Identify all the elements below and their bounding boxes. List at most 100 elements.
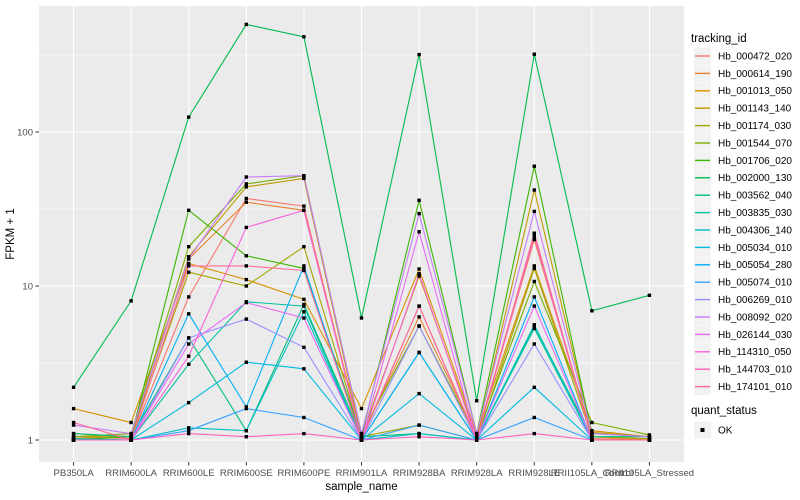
data-point-marker bbox=[532, 234, 536, 239]
legend-entry-Hb_005034_010: Hb_005034_010 bbox=[694, 239, 792, 256]
data-point-marker bbox=[302, 35, 306, 39]
data-point-marker bbox=[187, 261, 191, 266]
data-point-marker bbox=[532, 295, 536, 299]
color-legend: tracking_id Hb_000472_020 Hb_000614_190 Hb_… bbox=[691, 33, 792, 396]
data-point-marker bbox=[244, 406, 248, 411]
data-point-marker bbox=[187, 264, 191, 268]
data-point-marker bbox=[302, 304, 306, 308]
x-tick-label: RRIM600LA bbox=[105, 468, 157, 479]
data-point-marker bbox=[475, 435, 479, 439]
data-point-marker bbox=[187, 431, 191, 436]
x-tick-label: RRIM600SE bbox=[220, 468, 273, 479]
x-tick-label: RRII105LA_Control bbox=[551, 468, 633, 479]
data-point-marker bbox=[187, 426, 191, 430]
data-point-marker bbox=[302, 174, 306, 178]
legend-entry-label: Hb_001013_050 bbox=[718, 86, 792, 97]
data-point-marker bbox=[532, 164, 536, 168]
data-point-marker bbox=[244, 22, 248, 27]
data-point-marker bbox=[647, 293, 652, 297]
data-point-marker bbox=[244, 182, 248, 186]
data-point-marker bbox=[532, 279, 536, 284]
legend-entry-label: Hb_003562_040 bbox=[718, 191, 792, 202]
data-point-marker bbox=[532, 264, 536, 268]
legend-entry-label: Hb_000472_020 bbox=[718, 51, 792, 62]
data-point-marker bbox=[417, 267, 421, 271]
data-point-marker bbox=[129, 438, 133, 442]
data-point-marker bbox=[417, 230, 421, 234]
data-point-marker bbox=[532, 304, 536, 308]
data-point-marker bbox=[302, 316, 306, 320]
legend-entry-Hb_006269_010: Hb_006269_010 bbox=[694, 291, 792, 309]
shape-legend-label: OK bbox=[718, 425, 733, 436]
legend-entry-label: Hb_004306_140 bbox=[718, 225, 792, 236]
data-point-marker bbox=[417, 274, 421, 278]
data-point-marker bbox=[129, 435, 133, 439]
legend-entry-Hb_001174_030: Hb_001174_030 bbox=[694, 117, 792, 135]
legend-entry-Hb_008092_020: Hb_008092_020 bbox=[694, 308, 792, 326]
legend-entry-label: Hb_001544_070 bbox=[718, 138, 792, 149]
data-point-marker bbox=[244, 429, 248, 433]
data-point-marker bbox=[129, 299, 133, 303]
data-point-marker bbox=[187, 362, 191, 366]
data-point-marker bbox=[590, 435, 594, 439]
data-point-marker bbox=[647, 438, 652, 442]
data-point-marker bbox=[417, 350, 421, 355]
data-point-marker bbox=[417, 431, 421, 436]
legend-entry-label: Hb_144703_010 bbox=[718, 365, 792, 376]
data-point-marker bbox=[532, 209, 536, 214]
data-point-marker bbox=[359, 435, 364, 439]
color-legend-title: tracking_id bbox=[691, 33, 747, 45]
data-point-marker bbox=[129, 420, 133, 425]
x-tick-label: RRIM928LE bbox=[508, 468, 560, 479]
data-point-marker bbox=[302, 345, 306, 349]
data-point-marker bbox=[532, 342, 536, 346]
data-point-marker bbox=[302, 297, 306, 301]
legend-entry-label: Hb_114310_050 bbox=[718, 347, 792, 358]
legend-entry-label: Hb_008092_020 bbox=[718, 312, 792, 323]
legend-entry-Hb_001544_070: Hb_001544_070 bbox=[694, 134, 792, 152]
legend-entry-label: Hb_005054_280 bbox=[718, 260, 792, 271]
data-point-marker bbox=[244, 185, 248, 189]
data-point-marker bbox=[532, 52, 536, 56]
x-tick-label: RRIM928LA bbox=[451, 468, 503, 479]
data-point-marker bbox=[302, 245, 306, 249]
y-tick-label: 10 bbox=[22, 281, 33, 292]
data-point-marker bbox=[244, 277, 248, 282]
legend-entry-Hb_004306_140: Hb_004306_140 bbox=[694, 221, 792, 239]
x-tick-label: RRIM600PE bbox=[277, 468, 330, 479]
y-tick-label: 1 bbox=[28, 435, 33, 446]
legend-entry-Hb_174101_010: Hb_174101_010 bbox=[694, 378, 792, 396]
data-point-marker bbox=[359, 406, 364, 411]
x-tick-label: RRIM901LA bbox=[336, 468, 388, 479]
data-point-marker bbox=[647, 433, 652, 437]
data-point-marker bbox=[475, 438, 479, 442]
data-point-marker bbox=[71, 431, 76, 436]
axis-ticks bbox=[35, 131, 650, 466]
legend-entry-Hb_144703_010: Hb_144703_010 bbox=[694, 360, 792, 378]
legend-entry-label: Hb_026144_030 bbox=[718, 330, 792, 341]
data-point-marker bbox=[71, 406, 76, 411]
data-point-marker bbox=[244, 175, 248, 179]
data-point-marker bbox=[359, 438, 364, 442]
legend-entry-label: Hb_001143_140 bbox=[718, 104, 792, 115]
data-point-marker bbox=[302, 310, 306, 314]
data-point-marker bbox=[532, 385, 536, 389]
data-point-marker bbox=[532, 231, 536, 235]
legend-entry-Hb_002000_130: Hb_002000_130 bbox=[694, 169, 792, 187]
data-point-marker bbox=[187, 354, 191, 358]
legend-entry-Hb_114310_050: Hb_114310_050 bbox=[694, 343, 792, 361]
data-point-marker bbox=[71, 435, 76, 439]
data-point-marker bbox=[302, 204, 306, 208]
data-point-marker bbox=[532, 188, 536, 192]
data-point-marker bbox=[590, 309, 594, 313]
data-point-marker bbox=[302, 176, 306, 181]
y-axis-title: FPKM + 1 bbox=[5, 208, 17, 259]
shape-legend-title: quant_status bbox=[691, 405, 757, 417]
legend-entry-label: Hb_001706_020 bbox=[718, 156, 792, 167]
data-point-marker bbox=[532, 323, 536, 327]
data-point-marker bbox=[417, 304, 421, 308]
legend-entry-label: Hb_005074_010 bbox=[718, 278, 792, 289]
data-point-marker bbox=[187, 429, 191, 433]
data-point-marker bbox=[417, 324, 421, 328]
data-point-marker bbox=[417, 272, 421, 276]
